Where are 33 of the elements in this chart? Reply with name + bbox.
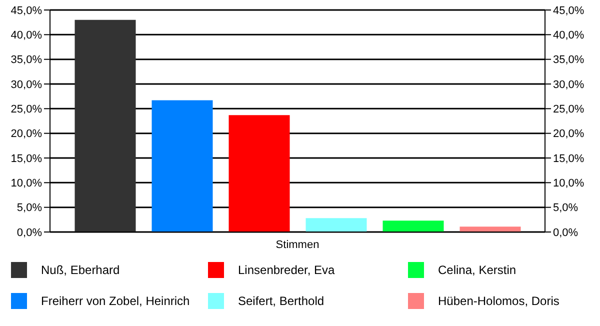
text: 40,0% bbox=[553, 30, 584, 42]
bar bbox=[152, 100, 213, 232]
bar bbox=[306, 218, 367, 232]
text: 20,0% bbox=[553, 128, 584, 140]
y-tick-label: 30,0% bbox=[10, 78, 42, 91]
bar bbox=[382, 220, 444, 232]
legend-label: Freiherr von Zobel, Heinrich bbox=[41, 294, 190, 308]
text: 15,0% bbox=[553, 152, 584, 165]
legend-label: Celina, Kerstin bbox=[438, 262, 516, 276]
x-tick-label: Stimmen bbox=[276, 238, 320, 251]
text: 25,0% bbox=[553, 104, 584, 116]
bar bbox=[74, 20, 136, 232]
y-tick-label: 20,0% bbox=[10, 128, 42, 140]
y-tick-label: 10,0% bbox=[10, 178, 42, 190]
y-tick-label: 40,0% bbox=[10, 30, 42, 42]
legend-label: Seifert, Berthold bbox=[238, 294, 324, 308]
text: 0,0% bbox=[553, 226, 578, 239]
text: 35,0% bbox=[553, 54, 584, 66]
text: 5,0% bbox=[553, 202, 578, 214]
y-tick-label: 35,0% bbox=[10, 54, 42, 66]
y-tick-label: 0,0% bbox=[16, 226, 42, 239]
legend-label: Hüben-Holomos, Doris bbox=[438, 294, 560, 308]
text: 10,0% bbox=[553, 178, 584, 190]
y-tick-label: 45,0% bbox=[10, 4, 42, 17]
y-tick-label: 5,0% bbox=[16, 202, 42, 214]
bar bbox=[460, 226, 521, 232]
y-tick-label: 15,0% bbox=[10, 152, 42, 165]
text: 45,0% bbox=[553, 4, 584, 17]
legend-label: Nuß, Eberhard bbox=[41, 262, 120, 276]
legend-label: Linsenbreder, Eva bbox=[238, 262, 335, 276]
text: 30,0% bbox=[553, 78, 584, 91]
y-tick-label: 25,0% bbox=[10, 104, 42, 116]
bar bbox=[228, 115, 290, 232]
